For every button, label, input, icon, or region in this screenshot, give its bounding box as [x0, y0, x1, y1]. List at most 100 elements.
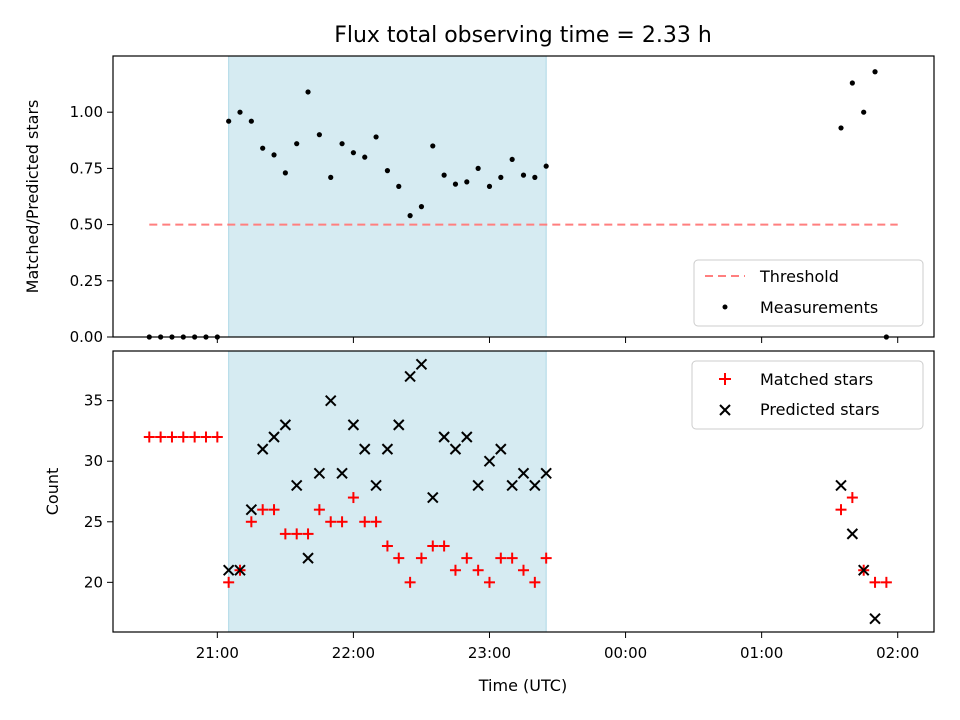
measurement-point — [384, 168, 391, 174]
legend-matched-swatch — [719, 373, 731, 385]
matched-star-point — [325, 516, 337, 528]
predicted-star-point — [495, 443, 507, 455]
bottom-shaded-span — [228, 350, 547, 633]
measurement-point — [328, 174, 334, 180]
y-tick-label: 25 — [84, 513, 103, 531]
predicted-star-point — [290, 479, 303, 492]
matched-star-point — [336, 516, 348, 528]
matched-star-point — [370, 516, 382, 528]
star-count-points — [143, 358, 892, 625]
top-ticks: 0.00 0.25 0.50 0.75 1.00 — [70, 103, 899, 346]
predicted-star-point — [438, 431, 450, 443]
predicted-star-point — [222, 564, 235, 576]
matched-star-point — [268, 504, 280, 516]
predicted-star-point — [256, 443, 269, 455]
legend-measurements-swatch — [722, 304, 728, 310]
matched-star-point — [835, 504, 847, 516]
matched-star-point — [291, 528, 303, 540]
predicted-star-point — [415, 358, 428, 371]
chart-title: Flux total observing time = 2.33 h — [334, 23, 712, 48]
measurement-point — [305, 89, 311, 95]
predicted-star-point — [359, 443, 371, 455]
legend-matched-label: Matched stars — [760, 370, 873, 389]
measurement-point — [226, 118, 232, 124]
measurement-point — [373, 134, 379, 140]
top-y-label: Matched/Predicted stars — [23, 100, 42, 294]
bottom-legend-box — [691, 360, 924, 430]
predicted-star-point — [302, 552, 314, 564]
measurement-point — [430, 143, 436, 149]
measurement-point — [260, 145, 266, 151]
measurement-point — [271, 152, 277, 158]
predicted-star-point — [461, 431, 473, 443]
predicted-star-point — [370, 479, 382, 492]
matched-star-point — [302, 528, 314, 540]
predicted-star-point — [313, 467, 326, 480]
predicted-star-point — [336, 467, 348, 480]
measurement-point — [849, 80, 855, 86]
measurement-point — [407, 213, 413, 219]
matched-star-point — [200, 431, 212, 443]
predicted-star-point — [472, 479, 484, 492]
matched-star-point — [257, 504, 269, 516]
top-panel: 0.00 0.25 0.50 0.75 1.00 Matched/Predicted s… — [23, 55, 935, 346]
x-tick-label: 21:00 — [196, 644, 239, 662]
measurement-point — [362, 154, 368, 160]
matched-star-point — [880, 576, 892, 588]
matched-star-point — [415, 552, 427, 564]
measurement-point — [464, 179, 470, 185]
measurement-point — [418, 204, 425, 210]
predicted-star-point — [483, 455, 496, 467]
y-tick-label: 0.00 — [70, 328, 103, 346]
matched-star-point — [313, 504, 325, 516]
predicted-star-point — [506, 479, 518, 492]
measurement-point — [294, 141, 300, 147]
predicted-star-point — [381, 443, 394, 455]
bottom-legend: Matched stars Predicted stars — [691, 360, 924, 430]
y-tick-label: 20 — [84, 573, 103, 591]
matched-star-point — [472, 564, 484, 576]
legend-threshold-label: Threshold — [759, 267, 839, 286]
predicted-star-point — [234, 564, 246, 576]
predicted-star-point — [404, 370, 416, 383]
matched-star-point — [177, 431, 189, 443]
measurement-points — [146, 69, 889, 340]
y-tick-label: 30 — [84, 452, 103, 470]
bottom-axes-frame — [112, 350, 935, 633]
matched-star-point — [359, 516, 371, 528]
measurement-point — [339, 141, 345, 147]
legend-predicted-swatch — [719, 404, 731, 416]
measurement-point — [350, 150, 357, 156]
matched-star-point — [245, 516, 257, 528]
predicted-star-point — [245, 503, 258, 516]
measurement-point — [543, 163, 549, 169]
predicted-star-point — [857, 564, 870, 576]
matched-star-point — [211, 431, 223, 443]
predicted-star-point — [427, 491, 439, 504]
matched-star-point — [189, 431, 201, 443]
y-tick-label: 0.50 — [70, 216, 103, 234]
bottom-panel: 20 25 30 35 21:00 22:00 23:00 00:00 01:00 02:00 C… — [43, 350, 935, 695]
measurement-point — [838, 125, 844, 131]
predicted-star-point — [835, 479, 847, 492]
y-tick-label: 1.00 — [70, 103, 103, 121]
measurement-point — [861, 109, 867, 115]
measurement-point — [248, 118, 254, 124]
matched-star-point — [529, 576, 541, 588]
matched-star-point — [393, 552, 405, 564]
predicted-star-point — [529, 479, 541, 492]
measurement-point — [520, 172, 527, 178]
matched-star-point — [223, 576, 235, 588]
matched-star-point — [143, 431, 155, 443]
measurement-point — [237, 109, 243, 115]
measurement-point — [452, 181, 459, 187]
predicted-star-point — [325, 394, 337, 407]
matched-star-point — [518, 564, 529, 576]
legend-predicted-label: Predicted stars — [760, 400, 880, 419]
measurement-point — [872, 69, 878, 75]
matched-star-point — [506, 552, 518, 564]
predicted-star-point — [347, 419, 360, 431]
measurement-point — [441, 172, 447, 178]
predicted-star-point — [869, 612, 881, 625]
measurement-point — [486, 183, 493, 189]
